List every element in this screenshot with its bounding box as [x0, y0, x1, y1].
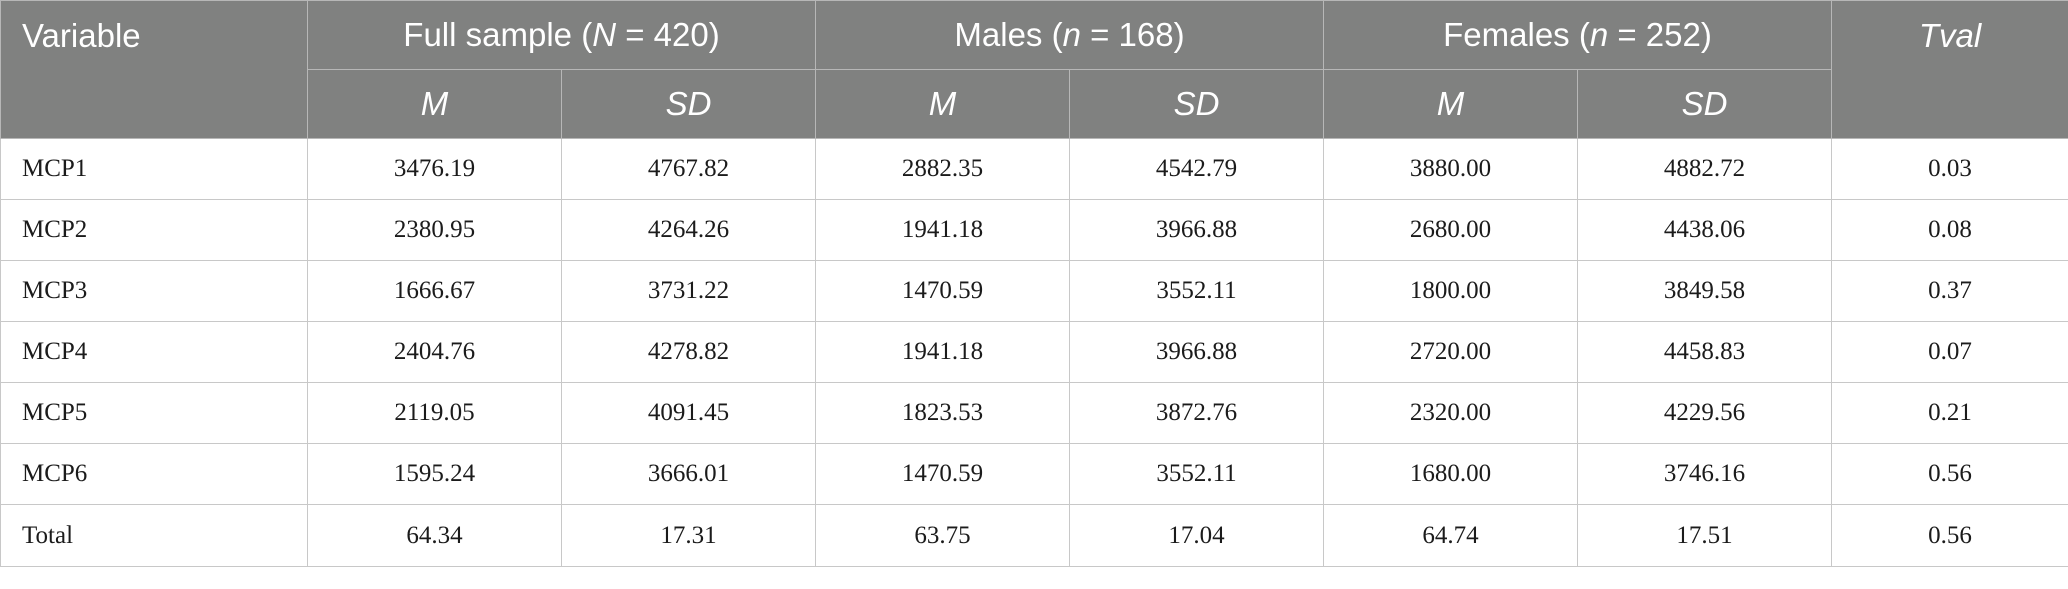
males-sd-cell: 3552.11: [1069, 443, 1324, 505]
tval-column-header: Tval: [1831, 0, 2068, 139]
females-sd-cell: 4882.72: [1576, 138, 1833, 200]
females-mean-cell: 2680.00: [1323, 199, 1578, 261]
females-sd-cell: 4229.56: [1576, 382, 1833, 444]
table-row: MCP1 3476.19 4767.82 2882.35 4542.79 388…: [0, 138, 2068, 200]
full-mean-cell: 64.34: [307, 504, 562, 567]
group-label-prefix: Females (: [1443, 16, 1590, 53]
table-row: MCP3 1666.67 3731.22 1470.59 3552.11 180…: [0, 260, 2068, 322]
females-sd-cell: 4438.06: [1576, 199, 1833, 261]
males-mean-cell: 1823.53: [815, 382, 1070, 444]
males-mean-cell: 1941.18: [815, 199, 1070, 261]
group-sample-symbol: n: [1589, 16, 1609, 53]
females-sd-cell: 4458.83: [1576, 321, 1833, 383]
variable-cell: MCP5: [0, 382, 308, 444]
tval-cell: 0.56: [1831, 504, 2068, 567]
full-mean-cell: 2380.95: [307, 199, 562, 261]
females-mean-cell: 1680.00: [1323, 443, 1578, 505]
group-label-prefix: Full sample (: [403, 16, 593, 53]
sd-subheader: SD: [1069, 69, 1324, 139]
males-mean-cell: 1470.59: [815, 260, 1070, 322]
mean-subheader: M: [307, 69, 562, 139]
males-sd-cell: 3552.11: [1069, 260, 1324, 322]
full-mean-cell: 1595.24: [307, 443, 562, 505]
group-label-suffix: = 252): [1608, 16, 1712, 53]
females-mean-cell: 2320.00: [1323, 382, 1578, 444]
tval-cell: 0.56: [1831, 443, 2068, 505]
table-header: Variable Full sample (N = 420) Males (n …: [0, 0, 2068, 139]
tval-cell: 0.21: [1831, 382, 2068, 444]
table-row: MCP2 2380.95 4264.26 1941.18 3966.88 268…: [0, 199, 2068, 261]
table-row: MCP6 1595.24 3666.01 1470.59 3552.11 168…: [0, 443, 2068, 505]
full-mean-cell: 2404.76: [307, 321, 562, 383]
group-label-suffix: = 168): [1080, 16, 1185, 53]
variable-cell: MCP6: [0, 443, 308, 505]
full-mean-cell: 1666.67: [307, 260, 562, 322]
full-sd-cell: 4091.45: [561, 382, 816, 444]
full-sample-group-header: Full sample (N = 420): [307, 0, 816, 70]
full-sd-cell: 3731.22: [561, 260, 816, 322]
tval-cell: 0.08: [1831, 199, 2068, 261]
full-sd-cell: 3666.01: [561, 443, 816, 505]
tval-cell: 0.07: [1831, 321, 2068, 383]
header-row-stats: M SD M SD M SD: [1, 69, 2068, 139]
males-group-header: Males (n = 168): [815, 0, 1324, 70]
table-row: MCP4 2404.76 4278.82 1941.18 3966.88 272…: [0, 321, 2068, 383]
table-row-total: Total 64.34 17.31 63.75 17.04 64.74 17.5…: [0, 504, 2068, 567]
females-mean-cell: 2720.00: [1323, 321, 1578, 383]
header-row-groups: Variable Full sample (N = 420) Males (n …: [0, 0, 2068, 139]
males-sd-cell: 3966.88: [1069, 321, 1324, 383]
males-sd-cell: 17.04: [1069, 504, 1324, 567]
males-mean-cell: 1941.18: [815, 321, 1070, 383]
females-mean-cell: 3880.00: [1323, 138, 1578, 200]
males-mean-cell: 2882.35: [815, 138, 1070, 200]
females-mean-cell: 1800.00: [1323, 260, 1578, 322]
females-sd-cell: 17.51: [1576, 504, 1833, 567]
females-group-header: Females (n = 252): [1322, 0, 1833, 70]
males-sd-cell: 3966.88: [1069, 199, 1324, 261]
males-mean-cell: 63.75: [815, 504, 1070, 567]
variable-column-header: Variable: [0, 0, 308, 139]
full-sd-cell: 17.31: [561, 504, 816, 567]
full-mean-cell: 2119.05: [307, 382, 562, 444]
sd-subheader: SD: [561, 69, 816, 139]
females-sd-cell: 3849.58: [1576, 260, 1833, 322]
table-body: MCP1 3476.19 4767.82 2882.35 4542.79 388…: [0, 138, 2068, 567]
variable-cell: MCP3: [0, 260, 308, 322]
mean-subheader: M: [1323, 69, 1578, 139]
group-sample-symbol: N: [592, 16, 617, 53]
tval-cell: 0.03: [1831, 138, 2068, 200]
full-mean-cell: 3476.19: [307, 138, 562, 200]
results-table: Variable Full sample (N = 420) Males (n …: [0, 0, 2068, 567]
variable-cell: Total: [0, 504, 308, 567]
females-mean-cell: 64.74: [1323, 504, 1578, 567]
males-mean-cell: 1470.59: [815, 443, 1070, 505]
mean-subheader: M: [815, 69, 1070, 139]
table-row: MCP5 2119.05 4091.45 1823.53 3872.76 232…: [0, 382, 2068, 444]
full-sd-cell: 4264.26: [561, 199, 816, 261]
males-sd-cell: 3872.76: [1069, 382, 1324, 444]
full-sd-cell: 4278.82: [561, 321, 816, 383]
sd-subheader: SD: [1576, 69, 1833, 139]
females-sd-cell: 3746.16: [1576, 443, 1833, 505]
variable-cell: MCP2: [0, 199, 308, 261]
tval-cell: 0.37: [1831, 260, 2068, 322]
group-sample-symbol: n: [1062, 16, 1081, 53]
group-label-prefix: Males (: [954, 16, 1063, 53]
variable-cell: MCP4: [0, 321, 308, 383]
males-sd-cell: 4542.79: [1069, 138, 1324, 200]
full-sd-cell: 4767.82: [561, 138, 816, 200]
group-label-suffix: = 420): [616, 16, 720, 53]
variable-cell: MCP1: [0, 138, 308, 200]
